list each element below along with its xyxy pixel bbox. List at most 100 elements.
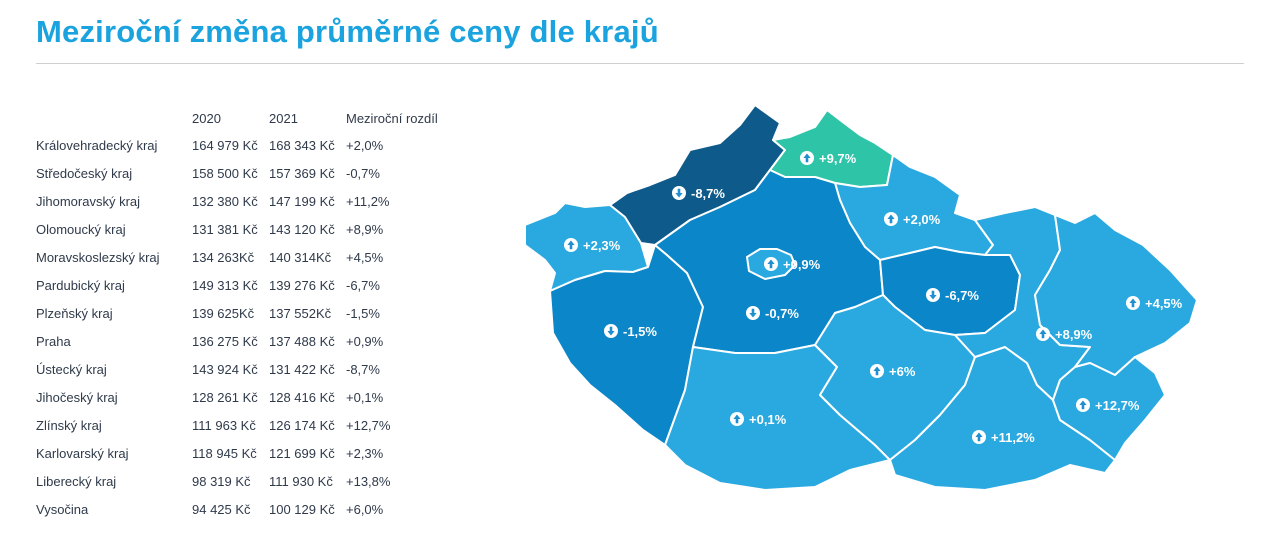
arrow-down-icon [926,288,940,302]
region-label-karlovarsky: +2,3% [564,238,621,253]
arrow-down-icon [672,186,686,200]
region-name: Plzeňský kraj [36,305,113,321]
region-change-value: -6,7% [945,288,979,303]
region-change-value: -1,5% [623,324,657,339]
region-name: Moravskoslezský kraj [36,249,160,265]
price-2021: 131 422 Kč [269,361,335,377]
region-name: Zlínský kraj [36,417,102,433]
yoy-change: +4,5% [346,249,384,265]
price-2020: 164 979 Kč [192,137,258,153]
price-2021: 137 552Kč [269,305,332,321]
price-2021: 128 416 Kč [269,389,335,405]
header-2020: 2020 [192,110,221,126]
table-row: Plzeňský kraj 139 625Kč 137 552Kč -1,5% [36,299,456,327]
yoy-change: -6,7% [346,277,380,293]
price-2020: 111 963 Kč [192,417,256,433]
price-2021: 111 930 Kč [269,473,333,489]
price-2021: 147 199 Kč [269,193,335,209]
region-label-jihomoravsky: +11,2% [972,430,1035,445]
region-name: Jihočeský kraj [36,389,118,405]
yoy-change: -0,7% [346,165,380,181]
table-row: Vysočina 94 425 Kč 100 129 Kč +6,0% [36,495,456,523]
price-2021: 137 488 Kč [269,333,335,349]
region-label-vysocina: +6% [870,364,916,379]
region-change-value: +12,7% [1095,398,1140,413]
table-row: Středočeský kraj 158 500 Kč 157 369 Kč -0,7… [36,159,456,187]
price-2020: 94 425 Kč [192,501,251,517]
region-name: Královehradecký kraj [36,137,158,153]
region-name: Jihomoravský kraj [36,193,141,209]
price-2020: 136 275 Kč [192,333,258,349]
region-label-pardubicky: -6,7% [926,288,979,303]
table-header-row: 2020 2021 Meziroční rozdíl [36,105,456,131]
table-row: Ústecký kraj 143 924 Kč 131 422 Kč -8,7% [36,355,456,383]
table-row: Karlovarský kraj 118 945 Kč 121 699 Kč +2,3… [36,439,456,467]
price-2020: 118 945 Kč [192,445,257,461]
table-row: Praha 136 275 Kč 137 488 Kč +0,9% [36,327,456,355]
arrow-up-icon [1076,398,1090,412]
price-2021: 126 174 Kč [269,417,335,433]
price-2020: 158 500 Kč [192,165,258,181]
price-2021: 100 129 Kč [269,501,335,517]
arrow-up-icon [564,238,578,252]
table-row: Královehradecký kraj 164 979 Kč 168 343 Kč… [36,131,456,159]
arrow-down-icon [604,324,618,338]
region-change-value: -0,7% [765,306,799,321]
table-row: Moravskoslezský kraj 134 263Kč 140 314Kč +4… [36,243,456,271]
yoy-change: +11,2% [346,193,390,209]
yoy-change: +8,9% [346,221,384,237]
yoy-change: -1,5% [346,305,380,321]
arrow-up-icon [884,212,898,226]
region-name: Vysočina [36,501,89,517]
table-row: Olomoucký kraj 131 381 Kč 143 120 Kč +8,9% [36,215,456,243]
yoy-change: -8,7% [346,361,380,377]
region-label-olomoucky: +8,9% [1036,327,1093,342]
yoy-change: +0,1% [346,389,384,405]
region-name: Liberecký kraj [36,473,117,489]
price-2021: 140 314Kč [269,249,332,265]
region-change-value: +11,2% [991,430,1035,445]
arrow-up-icon [972,430,986,444]
yoy-change: +6,0% [346,501,384,517]
region-label-plzensky: -1,5% [604,324,657,339]
header-region [36,105,192,131]
region-label-kralovehradecky: +2,0% [884,212,941,227]
region-name: Ústecký kraj [36,361,107,377]
table-row: Zlínský kraj 111 963 Kč 126 174 Kč +12,7% [36,411,456,439]
region-label-praha: +0,9% [764,257,821,272]
region-change-value: +6% [889,364,916,379]
price-2021: 157 369 Kč [269,165,335,181]
arrow-up-icon [1036,327,1050,341]
arrow-down-icon [746,306,760,320]
price-2021: 121 699 Kč [269,445,335,461]
arrow-up-icon [870,364,884,378]
yoy-change: +2,0% [346,137,384,153]
region-label-zlinsky: +12,7% [1076,398,1140,413]
arrow-up-icon [764,257,778,271]
region-change-value: +2,0% [903,212,941,227]
price-2021: 143 120 Kč [269,221,335,237]
region-change-value: +0,9% [783,257,821,272]
region-label-liberecky: +9,7% [800,151,857,166]
yoy-change: +12,7% [346,417,391,433]
region-change-value: +2,3% [583,238,621,253]
table-row: Jihomoravský kraj 132 380 Kč 147 199 Kč +11… [36,187,456,215]
region-label-moravskoslezsky: +4,5% [1126,296,1183,311]
region-label-jihocesky: +0,1% [730,412,787,427]
price-2020: 132 380 Kč [192,193,258,209]
price-2021: 139 276 Kč [269,277,335,293]
table-row: Jihočeský kraj 128 261 Kč 128 416 Kč +0,1% [36,383,456,411]
price-2020: 134 263Kč [192,249,255,265]
region-zlinsky [1052,356,1166,461]
price-2020: 139 625Kč [192,305,255,321]
price-2021: 168 343 Kč [269,137,335,153]
price-2020: 98 319 Kč [192,473,251,489]
header-2021: 2021 [269,110,298,126]
price-2020: 128 261 Kč [192,389,258,405]
region-change-value: +8,9% [1055,327,1093,342]
yoy-change: +0,9% [346,333,384,349]
title-divider [36,63,1244,64]
region-change-value: +9,7% [819,151,857,166]
table-row: Pardubický kraj 149 313 Kč 139 276 Kč -6,7% [36,271,456,299]
table-row: Liberecký kraj 98 319 Kč 111 930 Kč +13,8% [36,467,456,495]
